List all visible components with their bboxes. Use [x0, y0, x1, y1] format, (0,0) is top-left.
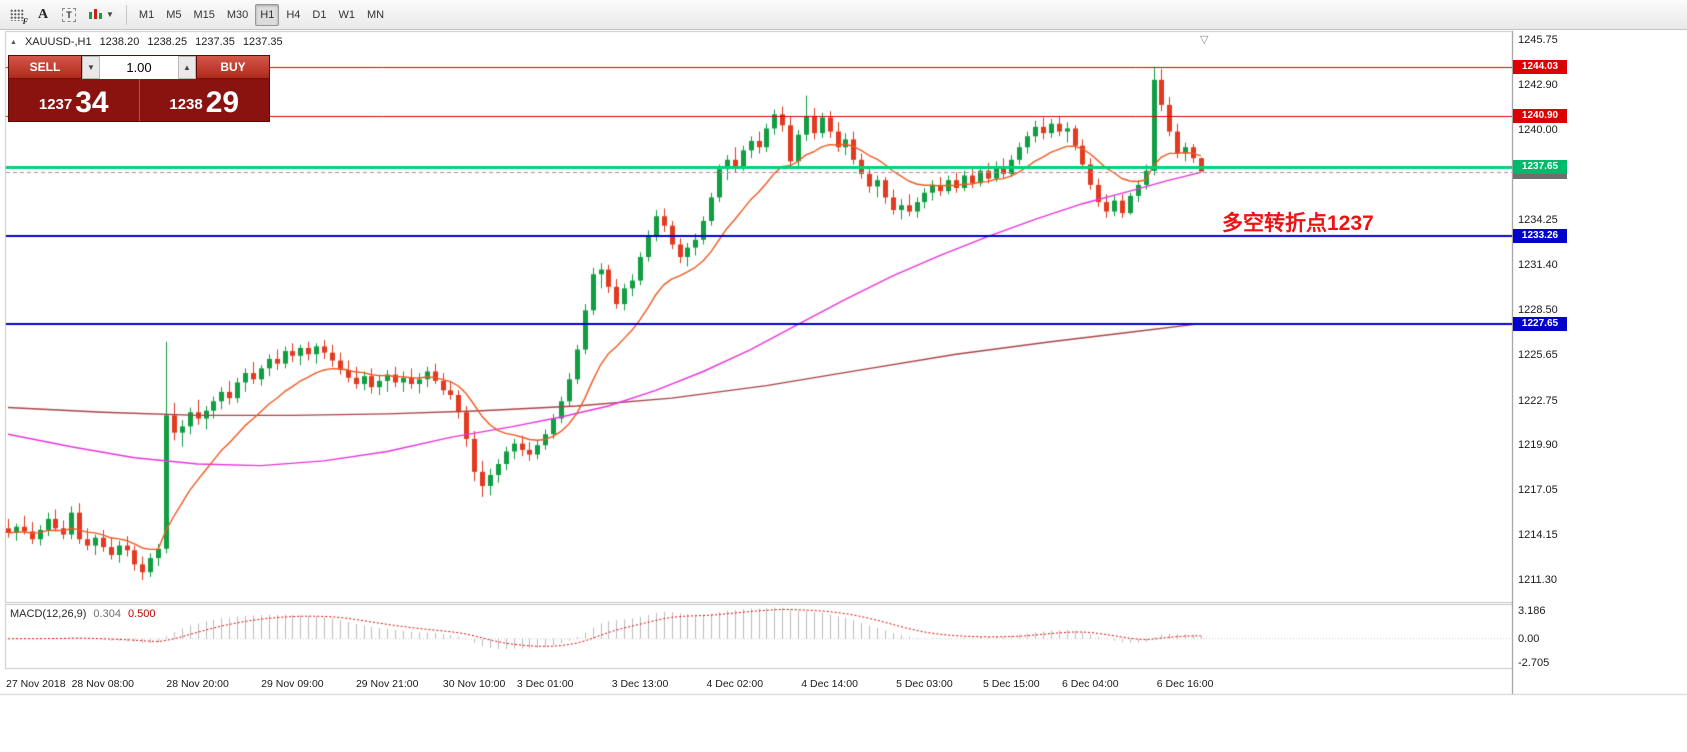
symbol-name: XAUUSD-,H1: [24, 36, 92, 48]
ohlc-close: 1237.35: [242, 36, 283, 48]
timeframe-m1[interactable]: M1: [134, 4, 159, 26]
indicator-dropdown-button[interactable]: ▼: [83, 4, 119, 26]
sell-price-major: 1237: [38, 96, 73, 113]
symbol-ohlc-header: ▲ XAUUSD-,H1 1238.20 1238.25 1237.35 123…: [10, 36, 283, 48]
sell-price[interactable]: 1237 34: [9, 79, 139, 121]
volume-decrease-button[interactable]: ▼: [82, 56, 100, 79]
text-label-icon: T: [62, 7, 76, 22]
chart-shift-marker[interactable]: ▽: [1200, 34, 1209, 46]
timeframe-d1[interactable]: D1: [307, 4, 331, 26]
timeframe-m30[interactable]: M30: [222, 4, 253, 26]
trade-buttons-row: SELL ▼ 1.00 ▲ BUY: [9, 56, 269, 79]
timeframe-m15[interactable]: M15: [188, 4, 219, 26]
buy-price[interactable]: 1238 29: [138, 79, 270, 121]
ohlc-low: 1237.35: [195, 36, 235, 48]
volume-input[interactable]: 1.00: [126, 60, 152, 75]
pattern-grid-tool-button[interactable]: F: [5, 4, 29, 26]
grid-pattern-icon: F: [10, 8, 28, 26]
buy-price-minor: 29: [205, 86, 240, 119]
sell-button[interactable]: SELL: [9, 56, 81, 79]
text-tool-icon: A: [37, 6, 49, 22]
sell-price-minor: 34: [75, 86, 109, 119]
timeframe-w1[interactable]: W1: [333, 4, 360, 26]
macd-indicator-label: MACD(12,26,9) 0.304 0.500: [10, 608, 155, 620]
one-click-trading-panel: SELL ▼ 1.00 ▲ BUY 1237 34 1238 29: [8, 55, 270, 122]
buy-button[interactable]: BUY: [197, 56, 269, 79]
timeframe-mn[interactable]: MN: [362, 4, 389, 26]
text-tool-button[interactable]: A: [31, 4, 55, 26]
text-label-tool-button[interactable]: T: [57, 4, 81, 26]
trade-prices-row: 1237 34 1238 29: [9, 79, 269, 121]
ohlc-high: 1238.25: [147, 36, 188, 48]
volume-box: ▼ 1.00 ▲: [81, 56, 197, 79]
ohlc-open: 1238.20: [99, 36, 140, 48]
indicator-bars-icon: [89, 9, 102, 19]
ohlc-marker-icon: ▲: [10, 38, 17, 46]
timeframe-h4[interactable]: H4: [281, 4, 305, 26]
buy-price-major: 1238: [169, 96, 203, 113]
toolbar-separator: [125, 4, 127, 25]
volume-increase-button[interactable]: ▲: [178, 56, 196, 79]
macd-name: MACD(12,26,9): [10, 608, 87, 620]
timeframe-m5[interactable]: M5: [161, 4, 186, 26]
chart-annotation-text[interactable]: 多空转折点1237: [1222, 212, 1374, 235]
macd-value: 0.304: [93, 608, 121, 620]
macd-signal-value: 0.500: [127, 608, 156, 620]
grid-pattern-label: F: [22, 16, 28, 26]
timeframe-group: M1 M5 M15 M30 H1 H4 D1 W1 MN: [133, 3, 390, 26]
timeframe-h1[interactable]: H1: [255, 3, 280, 26]
toolbar: F A T ▼ M1 M5 M15 M30 H1 H4 D1 W1 MN: [0, 0, 1687, 30]
chevron-down-icon: ▼: [106, 10, 114, 19]
